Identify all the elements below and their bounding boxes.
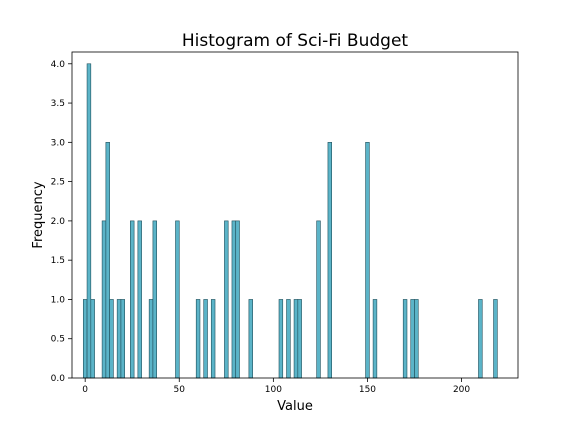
histogram-bar — [235, 220, 240, 379]
histogram-bar — [478, 299, 483, 379]
histogram-bar — [410, 299, 415, 379]
x-tick-label: 150 — [359, 385, 376, 395]
x-tick-label: 200 — [453, 385, 470, 395]
histogram-bar — [224, 220, 229, 379]
y-tick-label: 1.5 — [51, 256, 65, 266]
y-tick-label: 1.0 — [51, 295, 66, 305]
y-tick-label: 3.5 — [51, 99, 65, 109]
x-tick-label: 100 — [265, 385, 282, 395]
y-tick-label: 4.0 — [51, 60, 66, 70]
histogram-bar — [327, 142, 332, 379]
histogram-bar — [210, 299, 216, 379]
histogram-bar — [137, 220, 142, 379]
histogram-bar — [101, 220, 107, 379]
histogram-bar — [293, 299, 299, 379]
histogram-bar — [402, 299, 408, 379]
x-axis-ticks: 0 50 100 150 200 — [82, 378, 470, 395]
x-tick-label: 50 — [174, 385, 186, 395]
histogram-bar — [248, 299, 253, 379]
histogram-bar — [130, 220, 135, 379]
bars-group — [82, 63, 498, 379]
y-axis-ticks: 0.0 0.5 1.0 1.5 2.0 2.5 3.0 3.5 4.0 — [51, 60, 72, 384]
histogram-bar — [365, 142, 370, 379]
histogram-bar — [120, 299, 125, 379]
histogram-bar — [203, 299, 208, 379]
y-tick-label: 3.0 — [51, 138, 66, 148]
histogram-bar — [316, 220, 321, 379]
y-axis-label: Frequency — [31, 181, 46, 248]
histogram-bar — [82, 299, 88, 379]
x-axis-label: Value — [277, 399, 313, 414]
plot-frame — [71, 51, 519, 379]
histogram-bar — [286, 299, 291, 379]
histogram-bar — [116, 299, 122, 379]
histogram-bar — [86, 63, 92, 379]
histogram-bar — [414, 299, 419, 379]
x-tick-label: 0 — [82, 385, 88, 395]
histogram-bar — [493, 299, 498, 379]
histogram-bar — [105, 142, 110, 379]
chart-title: Histogram of Sci-Fi Budget — [182, 31, 409, 51]
histogram-bar — [152, 220, 157, 379]
histogram-bar — [195, 299, 201, 379]
histogram-bar — [372, 299, 378, 379]
y-tick-label: 0.5 — [51, 335, 65, 345]
histogram-bar — [175, 220, 180, 379]
histogram-bar — [148, 299, 154, 379]
y-tick-label: 0.0 — [51, 374, 66, 384]
histogram-bar — [297, 299, 302, 379]
histogram-bar — [231, 220, 237, 379]
y-tick-label: 2.0 — [51, 217, 66, 227]
y-tick-label: 2.5 — [51, 178, 65, 188]
histogram-bar — [278, 299, 284, 379]
histogram-bar — [109, 299, 114, 379]
histogram-bar — [90, 299, 95, 379]
